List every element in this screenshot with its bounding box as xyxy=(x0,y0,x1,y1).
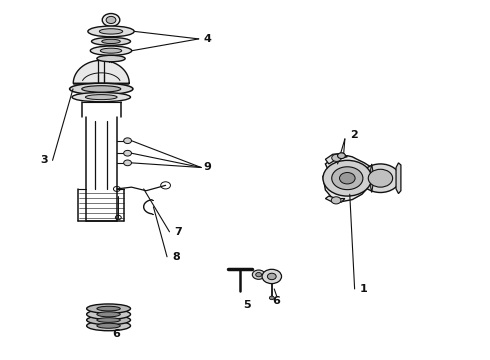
Circle shape xyxy=(270,296,274,300)
Text: 1: 1 xyxy=(360,284,367,294)
Circle shape xyxy=(256,273,262,277)
Polygon shape xyxy=(325,153,347,164)
Ellipse shape xyxy=(87,309,130,319)
Text: 2: 2 xyxy=(350,130,358,140)
Ellipse shape xyxy=(97,306,120,311)
Circle shape xyxy=(332,167,363,190)
Ellipse shape xyxy=(97,323,120,328)
Polygon shape xyxy=(371,164,374,193)
Circle shape xyxy=(268,273,276,280)
Circle shape xyxy=(340,172,355,184)
Text: 3: 3 xyxy=(40,156,48,165)
Ellipse shape xyxy=(92,37,130,45)
Circle shape xyxy=(262,269,282,284)
Ellipse shape xyxy=(72,93,130,102)
Text: 7: 7 xyxy=(174,227,182,237)
Ellipse shape xyxy=(82,86,121,92)
Circle shape xyxy=(323,160,372,196)
Circle shape xyxy=(338,153,345,158)
Ellipse shape xyxy=(87,321,130,331)
Ellipse shape xyxy=(85,95,117,100)
Ellipse shape xyxy=(97,55,125,62)
Circle shape xyxy=(123,160,131,166)
Circle shape xyxy=(252,270,265,279)
Ellipse shape xyxy=(102,39,120,44)
Circle shape xyxy=(368,169,392,187)
Text: 6: 6 xyxy=(112,329,120,339)
Text: 4: 4 xyxy=(203,34,212,44)
Ellipse shape xyxy=(70,83,133,95)
Ellipse shape xyxy=(90,46,132,55)
Polygon shape xyxy=(325,196,345,202)
Circle shape xyxy=(123,150,131,156)
Circle shape xyxy=(331,197,341,204)
Polygon shape xyxy=(73,60,129,84)
Ellipse shape xyxy=(87,315,130,325)
Ellipse shape xyxy=(99,29,122,34)
Circle shape xyxy=(123,138,131,144)
Polygon shape xyxy=(396,163,401,194)
Circle shape xyxy=(102,14,120,26)
Ellipse shape xyxy=(97,318,120,322)
Text: 5: 5 xyxy=(244,300,251,310)
Ellipse shape xyxy=(100,48,122,53)
Ellipse shape xyxy=(87,304,130,313)
Text: 9: 9 xyxy=(203,162,212,172)
Text: 8: 8 xyxy=(172,252,180,262)
Circle shape xyxy=(106,17,116,23)
Ellipse shape xyxy=(97,312,120,317)
Text: 6: 6 xyxy=(273,296,281,306)
Circle shape xyxy=(332,154,342,161)
Ellipse shape xyxy=(88,26,134,37)
Circle shape xyxy=(361,164,400,193)
Polygon shape xyxy=(323,156,374,202)
